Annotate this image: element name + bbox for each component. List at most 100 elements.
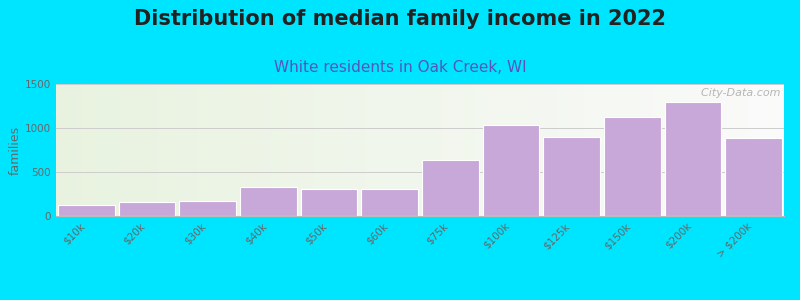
Bar	[198, 84, 202, 216]
Bar	[179, 201, 236, 216]
Bar	[253, 84, 256, 216]
Bar	[194, 84, 198, 216]
Bar	[740, 84, 744, 216]
Bar	[354, 84, 358, 216]
Bar	[394, 84, 398, 216]
Bar	[260, 84, 263, 216]
Bar	[540, 84, 544, 216]
Bar	[96, 84, 100, 216]
Bar	[533, 84, 537, 216]
Bar	[391, 84, 394, 216]
Bar	[482, 125, 539, 216]
Bar	[770, 84, 773, 216]
Bar	[594, 84, 598, 216]
Bar	[165, 84, 169, 216]
Bar	[362, 189, 418, 216]
Bar	[187, 84, 190, 216]
Bar	[249, 84, 253, 216]
Bar	[780, 84, 784, 216]
Bar	[329, 84, 333, 216]
Bar	[322, 84, 326, 216]
Bar	[223, 84, 227, 216]
Bar	[573, 84, 577, 216]
Bar	[646, 84, 650, 216]
Bar	[718, 84, 722, 216]
Bar	[74, 84, 78, 216]
Bar	[278, 84, 282, 216]
Bar	[544, 84, 547, 216]
Text: Distribution of median family income in 2022: Distribution of median family income in …	[134, 9, 666, 29]
Bar	[526, 84, 530, 216]
Bar	[326, 84, 329, 216]
Bar	[489, 84, 493, 216]
Bar	[755, 84, 758, 216]
Bar	[500, 84, 504, 216]
Bar	[726, 84, 730, 216]
Bar	[85, 84, 89, 216]
Bar	[442, 84, 446, 216]
Bar	[591, 84, 594, 216]
Bar	[762, 84, 766, 216]
Bar	[537, 84, 540, 216]
Bar	[413, 84, 416, 216]
Text: White residents in Oak Creek, WI: White residents in Oak Creek, WI	[274, 60, 526, 75]
Bar	[650, 84, 653, 216]
Bar	[693, 84, 697, 216]
Bar	[206, 84, 209, 216]
Bar	[704, 84, 707, 216]
Bar	[682, 84, 686, 216]
Bar	[366, 84, 369, 216]
Bar	[402, 84, 406, 216]
Bar	[216, 84, 220, 216]
Bar	[125, 84, 129, 216]
Bar	[56, 84, 60, 216]
Bar	[267, 84, 270, 216]
Bar	[777, 84, 780, 216]
Bar	[434, 84, 438, 216]
Bar	[173, 84, 176, 216]
Bar	[100, 84, 103, 216]
Bar	[176, 84, 180, 216]
Bar	[570, 84, 573, 216]
Bar	[711, 84, 715, 216]
Bar	[63, 84, 67, 216]
Bar	[737, 84, 740, 216]
Bar	[667, 84, 671, 216]
Bar	[409, 84, 413, 216]
Bar	[103, 84, 107, 216]
Bar	[118, 84, 122, 216]
Bar	[744, 84, 747, 216]
Bar	[183, 84, 187, 216]
Bar	[577, 84, 580, 216]
Bar	[307, 84, 310, 216]
Bar	[147, 84, 150, 216]
Bar	[690, 84, 693, 216]
Bar	[129, 84, 133, 216]
Bar	[431, 84, 434, 216]
Bar	[238, 84, 242, 216]
Bar	[420, 84, 424, 216]
Bar	[518, 84, 522, 216]
Bar	[511, 84, 514, 216]
Bar	[213, 84, 216, 216]
Bar	[340, 84, 343, 216]
Bar	[449, 84, 453, 216]
Bar	[240, 187, 297, 216]
Bar	[587, 84, 591, 216]
Y-axis label: families: families	[9, 125, 22, 175]
Bar	[758, 84, 762, 216]
Bar	[697, 84, 700, 216]
Bar	[114, 84, 118, 216]
Bar	[438, 84, 442, 216]
Bar	[314, 84, 318, 216]
Bar	[686, 84, 690, 216]
Bar	[422, 160, 478, 216]
Bar	[566, 84, 570, 216]
Bar	[653, 84, 657, 216]
Bar	[416, 84, 420, 216]
Bar	[89, 84, 93, 216]
Bar	[162, 84, 166, 216]
Bar	[303, 84, 307, 216]
Bar	[446, 84, 449, 216]
Bar	[369, 84, 373, 216]
